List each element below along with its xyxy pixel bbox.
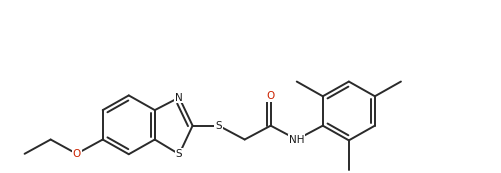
Text: O: O [73, 149, 81, 159]
Text: NH: NH [289, 135, 304, 144]
Text: N: N [175, 93, 183, 103]
Text: S: S [215, 121, 221, 131]
Text: O: O [266, 91, 275, 101]
Text: S: S [175, 149, 182, 159]
